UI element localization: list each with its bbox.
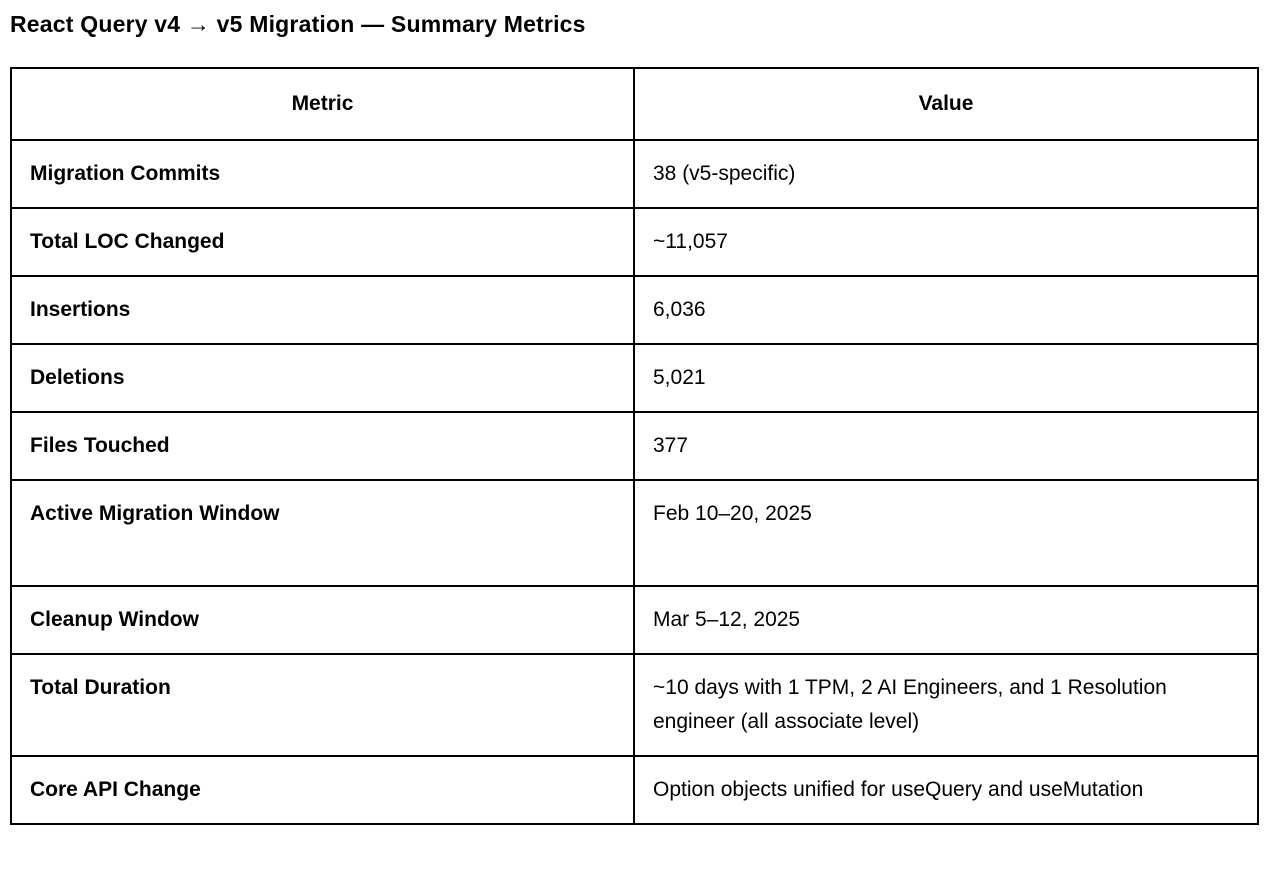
value-cell: 5,021	[633, 343, 1259, 413]
metric-cell: Total LOC Changed	[10, 207, 635, 277]
table-row: Deletions 5,021	[10, 343, 1259, 413]
column-header-metric: Metric	[10, 67, 635, 141]
summary-metrics-table: Metric Value Migration Commits 38 (v5-sp…	[10, 67, 1259, 825]
metric-cell: Total Duration	[10, 653, 635, 757]
metric-cell: Insertions	[10, 275, 635, 345]
metric-cell: Core API Change	[10, 755, 635, 825]
table-row: Core API Change Option objects unified f…	[10, 755, 1259, 825]
table-header: Metric Value	[10, 67, 1259, 141]
metric-cell: Active Migration Window	[10, 479, 635, 587]
table-row: Total Duration ~10 days with 1 TPM, 2 AI…	[10, 653, 1259, 757]
table-row: Cleanup Window Mar 5–12, 2025	[10, 585, 1259, 655]
table-row: Total LOC Changed ~11,057	[10, 207, 1259, 277]
table-row: Active Migration Window Feb 10–20, 2025	[10, 479, 1259, 587]
value-cell: 377	[633, 411, 1259, 481]
table-row: Migration Commits 38 (v5-specific)	[10, 139, 1259, 209]
header-row: Metric Value	[10, 67, 1259, 141]
metric-cell: Cleanup Window	[10, 585, 635, 655]
value-cell: ~10 days with 1 TPM, 2 AI Engineers, and…	[633, 653, 1259, 757]
column-header-value: Value	[633, 67, 1259, 141]
value-cell: Option objects unified for useQuery and …	[633, 755, 1259, 825]
value-cell: Mar 5–12, 2025	[633, 585, 1259, 655]
metric-cell: Files Touched	[10, 411, 635, 481]
value-cell: Feb 10–20, 2025	[633, 479, 1259, 587]
table-row: Insertions 6,036	[10, 275, 1259, 345]
page-title: React Query v4 → v5 Migration — Summary …	[10, 11, 586, 37]
table-body: Migration Commits 38 (v5-specific) Total…	[10, 139, 1259, 825]
value-cell: 6,036	[633, 275, 1259, 345]
metric-cell: Migration Commits	[10, 139, 635, 209]
value-cell: ~11,057	[633, 207, 1259, 277]
value-cell: 38 (v5-specific)	[633, 139, 1259, 209]
table-row: Files Touched 377	[10, 411, 1259, 481]
metric-cell: Deletions	[10, 343, 635, 413]
